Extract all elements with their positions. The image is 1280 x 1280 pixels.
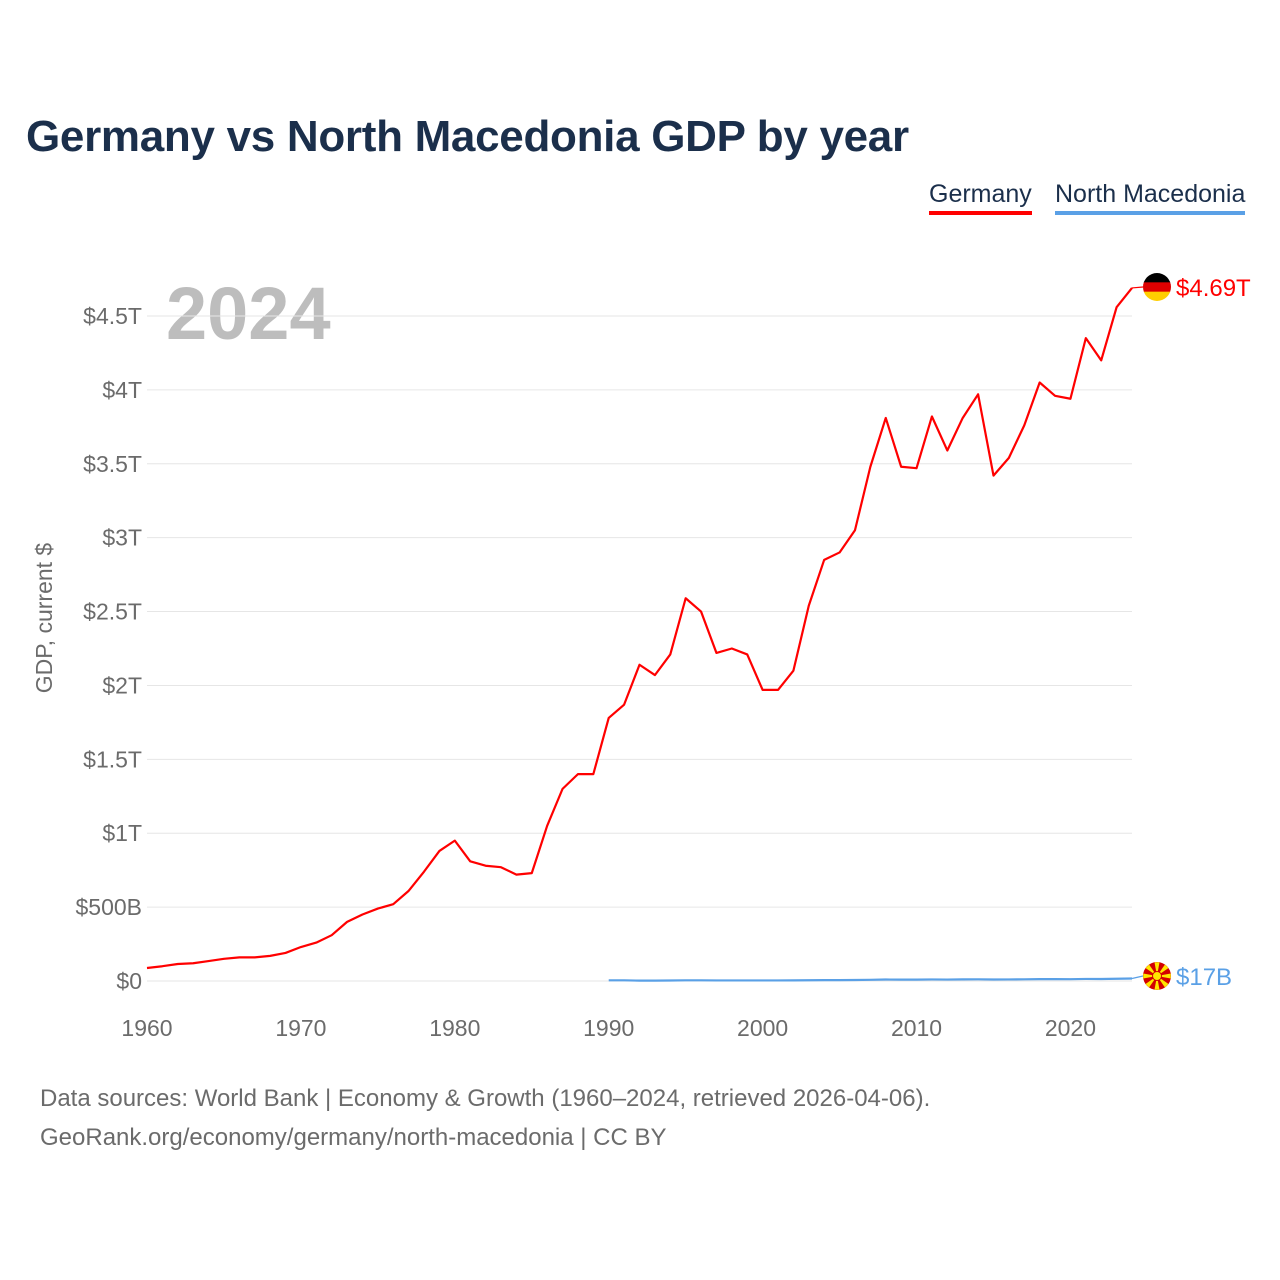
y-tick-label: $2T: [102, 672, 142, 698]
y-tick-label: $3T: [102, 525, 142, 551]
flag-stripe: [1143, 273, 1171, 283]
x-tick-label: 1990: [583, 1015, 634, 1041]
series-line-germany: [146, 287, 1133, 970]
x-tick-label: 1960: [121, 1015, 172, 1041]
footer-sources: Data sources: World Bank | Economy & Gro…: [40, 1085, 931, 1112]
y-tick-label: $2.5T: [83, 599, 142, 625]
x-tick-label: 2010: [891, 1015, 942, 1041]
end-connector: [1131, 975, 1144, 980]
x-tick-label: 2020: [1045, 1015, 1096, 1041]
chart-title: Germany vs North Macedonia GDP by year: [26, 112, 909, 161]
y-tick-label: $3.5T: [83, 451, 142, 477]
north-macedonia-flag-icon: [1143, 962, 1171, 990]
y-tick-label: $500B: [75, 894, 142, 920]
year-overlay: 2024: [166, 272, 331, 355]
series-line-north-macedonia: [608, 977, 1133, 982]
y-tick-label: $4.5T: [83, 303, 142, 329]
y-tick-label: $4T: [102, 377, 142, 403]
flag-stripe: [1143, 291, 1171, 301]
x-tick-label: 1970: [275, 1015, 326, 1041]
flag-ray: [1154, 976, 1160, 990]
y-tick-label: $1T: [102, 820, 142, 846]
x-tick-label: 2000: [737, 1015, 788, 1041]
y-tick-label: $1.5T: [83, 746, 142, 772]
end-value-label: $4.69T: [1176, 275, 1251, 302]
flag-ray: [1157, 973, 1171, 979]
legend-north-macedonia[interactable]: North Macedonia: [1055, 180, 1246, 215]
footer-link[interactable]: GeoRank.org/economy/germany/north-macedo…: [40, 1124, 667, 1151]
y-axis-label: GDP, current $: [31, 543, 57, 694]
legend-germany[interactable]: Germany: [929, 180, 1032, 215]
end-value-label: $17B: [1176, 964, 1232, 991]
flag-sun: [1152, 971, 1162, 981]
germany-flag-icon: [1143, 273, 1171, 301]
flag-ray: [1154, 962, 1160, 976]
y-tick-label: $0: [116, 968, 142, 994]
flag-stripe: [1143, 282, 1171, 293]
flag-ray: [1143, 973, 1157, 979]
end-connector: [1131, 286, 1144, 289]
x-tick-label: 1980: [429, 1015, 480, 1041]
